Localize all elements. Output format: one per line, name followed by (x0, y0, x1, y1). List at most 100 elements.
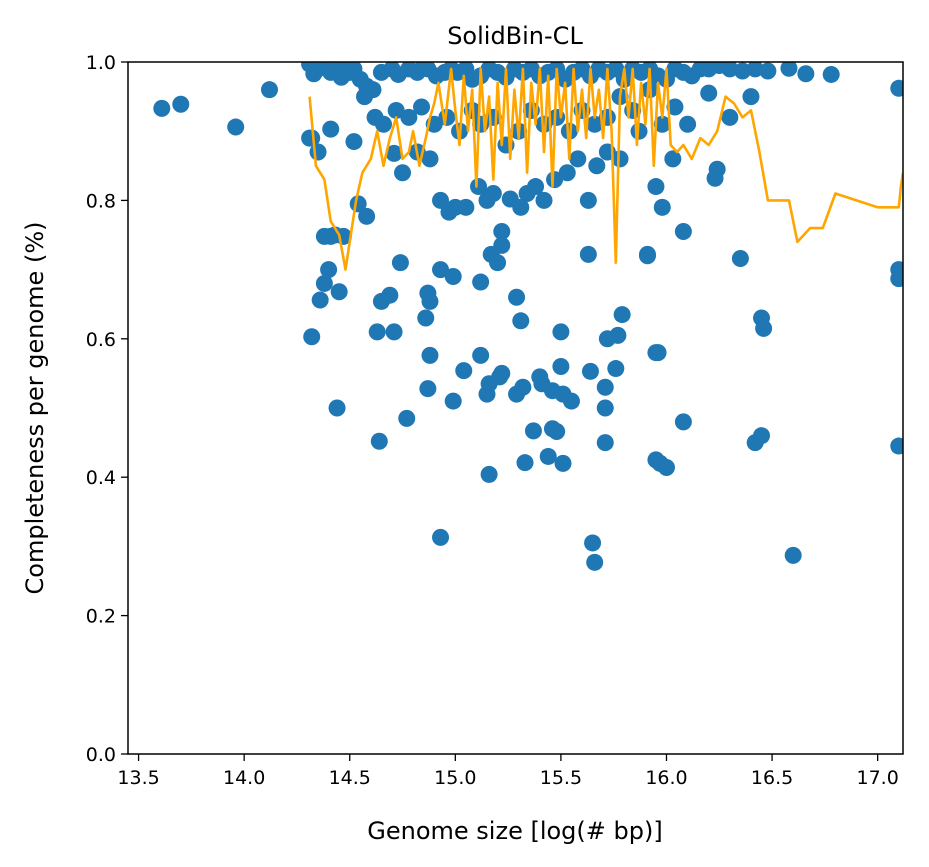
scatter-point (742, 88, 760, 106)
y-axis-label: Completeness per genome (%) (21, 222, 49, 595)
scatter-point (387, 101, 405, 119)
x-tick-label: 15.5 (540, 767, 582, 789)
x-tick-label: 14.0 (223, 767, 265, 789)
x-tick-label: 14.5 (329, 767, 371, 789)
scatter-point (480, 465, 498, 483)
x-axis-ticks: 13.5 14.0 14.5 15.0 15.5 16.0 16.5 17.0 (117, 754, 899, 789)
scatter-point (822, 65, 840, 83)
x-tick-label: 15.0 (434, 767, 476, 789)
scatter-point (664, 150, 682, 168)
scatter-point (552, 323, 570, 341)
scatter-point (579, 191, 597, 209)
scatter-point (734, 62, 752, 80)
scatter-point (432, 528, 450, 546)
scatter-point (470, 178, 488, 196)
scatter-point (322, 120, 340, 138)
scatter-point (890, 270, 903, 288)
scatter-point (303, 129, 321, 147)
scatter-point (584, 534, 602, 552)
scatter-point (708, 160, 726, 178)
scatter-point (588, 157, 606, 175)
x-tick-label: 16.0 (645, 767, 687, 789)
scatter-point (611, 150, 629, 168)
scatter-point (797, 65, 815, 83)
scatter-point (472, 273, 490, 291)
scatter-point (400, 108, 418, 126)
scatter-point (417, 309, 435, 327)
scatter-point (421, 150, 439, 168)
scatter-point (419, 380, 437, 398)
scatter-point (759, 62, 777, 80)
scatter-point (444, 268, 462, 286)
scatter-point (653, 198, 671, 216)
scatter-point (493, 223, 511, 241)
scatter-point (508, 288, 526, 306)
scatter-point (647, 178, 665, 196)
scatter-point (489, 254, 507, 272)
scatter-point (647, 344, 665, 362)
y-tick-label: 0.8 (86, 190, 116, 212)
scatter-point (674, 413, 692, 431)
x-tick-label: 16.5 (751, 767, 793, 789)
scatter-point (328, 399, 346, 417)
scatter-point (607, 360, 625, 378)
x-tick-label: 13.5 (117, 767, 159, 789)
scatter-point (524, 422, 542, 440)
scatter-point (552, 357, 570, 375)
x-tick-label: 17.0 (857, 767, 899, 789)
scatter-point (455, 362, 473, 380)
scatter-point (581, 362, 599, 380)
scatter-point (746, 62, 764, 78)
scatter-point (890, 79, 903, 97)
scatter-point (484, 184, 502, 202)
scatter-point (172, 95, 190, 113)
y-tick-label: 0.6 (86, 329, 116, 351)
scatter-point (596, 434, 614, 452)
scatter-point (385, 144, 403, 162)
scatter-point (370, 432, 388, 450)
scatter-point (320, 261, 338, 279)
scatter-point (674, 223, 692, 241)
scatter-point (586, 553, 604, 571)
y-axis-ticks: 0.0 0.2 0.4 0.6 0.8 1.0 (86, 52, 128, 766)
scatter-point (721, 62, 739, 78)
scatter-point (493, 236, 511, 254)
plot-area (153, 62, 903, 571)
scatter-point (527, 178, 545, 196)
chart-title: SolidBin-CL (447, 22, 583, 50)
scatter-point (356, 88, 374, 106)
scatter-point (613, 306, 631, 324)
x-axis-label: Genome size [log(# bp)] (367, 817, 662, 845)
scatter-point (514, 378, 532, 396)
scatter-point (375, 115, 393, 133)
scatter-point (554, 454, 572, 472)
y-tick-label: 1.0 (86, 52, 116, 74)
scatter-point (457, 198, 475, 216)
scatter-point (753, 427, 771, 445)
scatter-point (539, 447, 557, 465)
scatter-point (391, 254, 409, 272)
scatter-point (569, 150, 587, 168)
scatter-point (381, 286, 399, 304)
scatter-point (432, 261, 450, 279)
scatter-point (385, 323, 403, 341)
scatter-point (535, 191, 553, 209)
scatter-point (657, 459, 675, 477)
scatter-point (512, 312, 530, 330)
scatter-point (890, 437, 903, 455)
scatter-point (394, 164, 412, 182)
scatter-point (432, 191, 450, 209)
scatter-point (512, 198, 530, 216)
scatter-point (609, 326, 627, 344)
scatter-point (546, 171, 564, 189)
scatter-point (227, 118, 245, 136)
scatter-point (345, 133, 363, 151)
scatter-point (330, 283, 348, 301)
scatter-point (516, 454, 534, 472)
scatter-point (260, 81, 278, 99)
scatter-point (784, 546, 802, 564)
y-tick-label: 0.0 (86, 744, 116, 766)
scatter-point (472, 346, 490, 364)
scatter-point (780, 62, 798, 77)
